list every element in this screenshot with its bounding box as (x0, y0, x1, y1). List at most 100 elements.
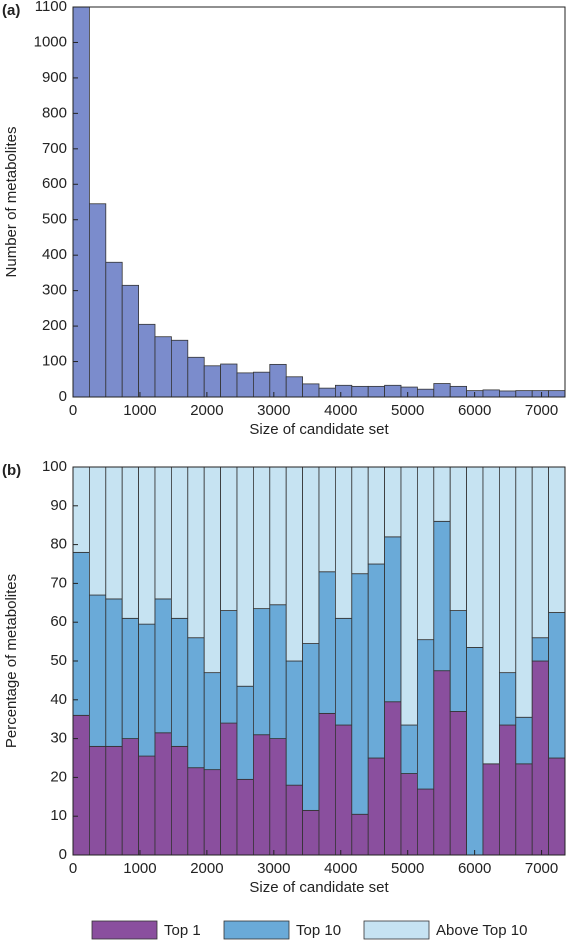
bar (269, 466, 287, 606)
bar (449, 610, 468, 712)
bar (252, 371, 271, 398)
bar (433, 520, 451, 672)
x-tick-label: 1000 (123, 860, 156, 877)
bar (498, 672, 517, 726)
bar (170, 745, 189, 856)
bar (482, 389, 500, 398)
x-tick-label: 6000 (458, 402, 491, 419)
y-tick-label: 50 (50, 652, 67, 669)
bar (384, 384, 402, 398)
bar (187, 637, 205, 769)
bar (170, 339, 189, 398)
bar (498, 724, 517, 856)
x-tick-label: 7000 (525, 402, 558, 419)
bar (236, 466, 254, 687)
bar (105, 466, 123, 600)
legend-swatch (223, 920, 290, 940)
x-tick-label: 3000 (257, 860, 290, 877)
bar (72, 714, 90, 856)
bar (400, 466, 418, 726)
bar (433, 466, 451, 522)
bar (384, 536, 402, 703)
bar (72, 551, 90, 716)
x-tick-label: 7000 (525, 860, 558, 877)
x-tick-label: 4000 (324, 860, 357, 877)
y-tick-label: 30 (50, 730, 67, 747)
bar (187, 356, 205, 398)
bar (531, 466, 550, 639)
bar (220, 466, 238, 611)
y-tick-label: 90 (50, 497, 67, 514)
bar (220, 722, 238, 856)
bar (302, 466, 320, 644)
bar (170, 617, 189, 747)
bar (334, 466, 353, 619)
y-tick-label: 1000 (34, 33, 67, 50)
bar (351, 573, 369, 815)
bar (302, 809, 320, 856)
bar (318, 387, 336, 398)
y-axis-label: Percentage of metabolites (3, 574, 20, 748)
bar (548, 390, 566, 398)
x-tick-label: 2000 (190, 402, 223, 419)
x-axis-label: Size of candidate set (249, 879, 389, 896)
panel-label: (a) (2, 2, 20, 19)
bar (121, 738, 139, 856)
x-tick-label: 5000 (391, 860, 424, 877)
bar (187, 767, 205, 856)
bar (302, 383, 320, 398)
y-axis-label: Number of metabolites (3, 127, 20, 278)
bar (318, 571, 336, 714)
bar (154, 466, 172, 600)
bar (498, 466, 517, 674)
bar (285, 784, 304, 856)
bar (400, 773, 418, 856)
bar (334, 384, 353, 398)
bar (105, 745, 123, 856)
bar (384, 701, 402, 856)
y-tick-label: 300 (42, 282, 67, 299)
y-tick-label: 0 (59, 846, 67, 863)
bar (203, 769, 221, 856)
bar (416, 788, 435, 856)
bar (384, 466, 402, 538)
bar (416, 466, 435, 641)
bar (252, 608, 271, 736)
x-tick-label: 4000 (324, 402, 357, 419)
y-tick-label: 40 (50, 691, 67, 708)
x-tick-label: 0 (69, 402, 77, 419)
x-tick-label: 3000 (257, 402, 290, 419)
x-tick-label: 1000 (123, 402, 156, 419)
y-tick-label: 10 (50, 807, 67, 824)
bar (252, 734, 271, 856)
bar (236, 685, 254, 780)
x-tick-label: 5000 (391, 402, 424, 419)
bar (482, 466, 500, 765)
bar (252, 466, 271, 610)
y-tick-label: 700 (42, 140, 67, 157)
bar (236, 778, 254, 856)
bar (170, 466, 189, 619)
y-tick-label: 800 (42, 104, 67, 121)
bar (89, 594, 107, 747)
bar (400, 386, 418, 398)
bar (138, 466, 156, 625)
y-tick-label: 80 (50, 536, 67, 553)
y-tick-label: 0 (59, 388, 67, 405)
bar (285, 466, 304, 662)
plot-frame (72, 6, 566, 398)
y-tick-label: 70 (50, 574, 67, 591)
bar (367, 466, 386, 565)
bar (351, 813, 369, 856)
bar (515, 390, 533, 398)
bar (367, 385, 386, 398)
bar (466, 647, 484, 856)
legend-label: Above Top 10 (436, 922, 527, 939)
bar (367, 563, 386, 759)
bar (531, 390, 550, 398)
bar (449, 711, 468, 856)
y-tick-label: 100 (42, 353, 67, 370)
bar (220, 363, 238, 398)
bar (285, 660, 304, 786)
